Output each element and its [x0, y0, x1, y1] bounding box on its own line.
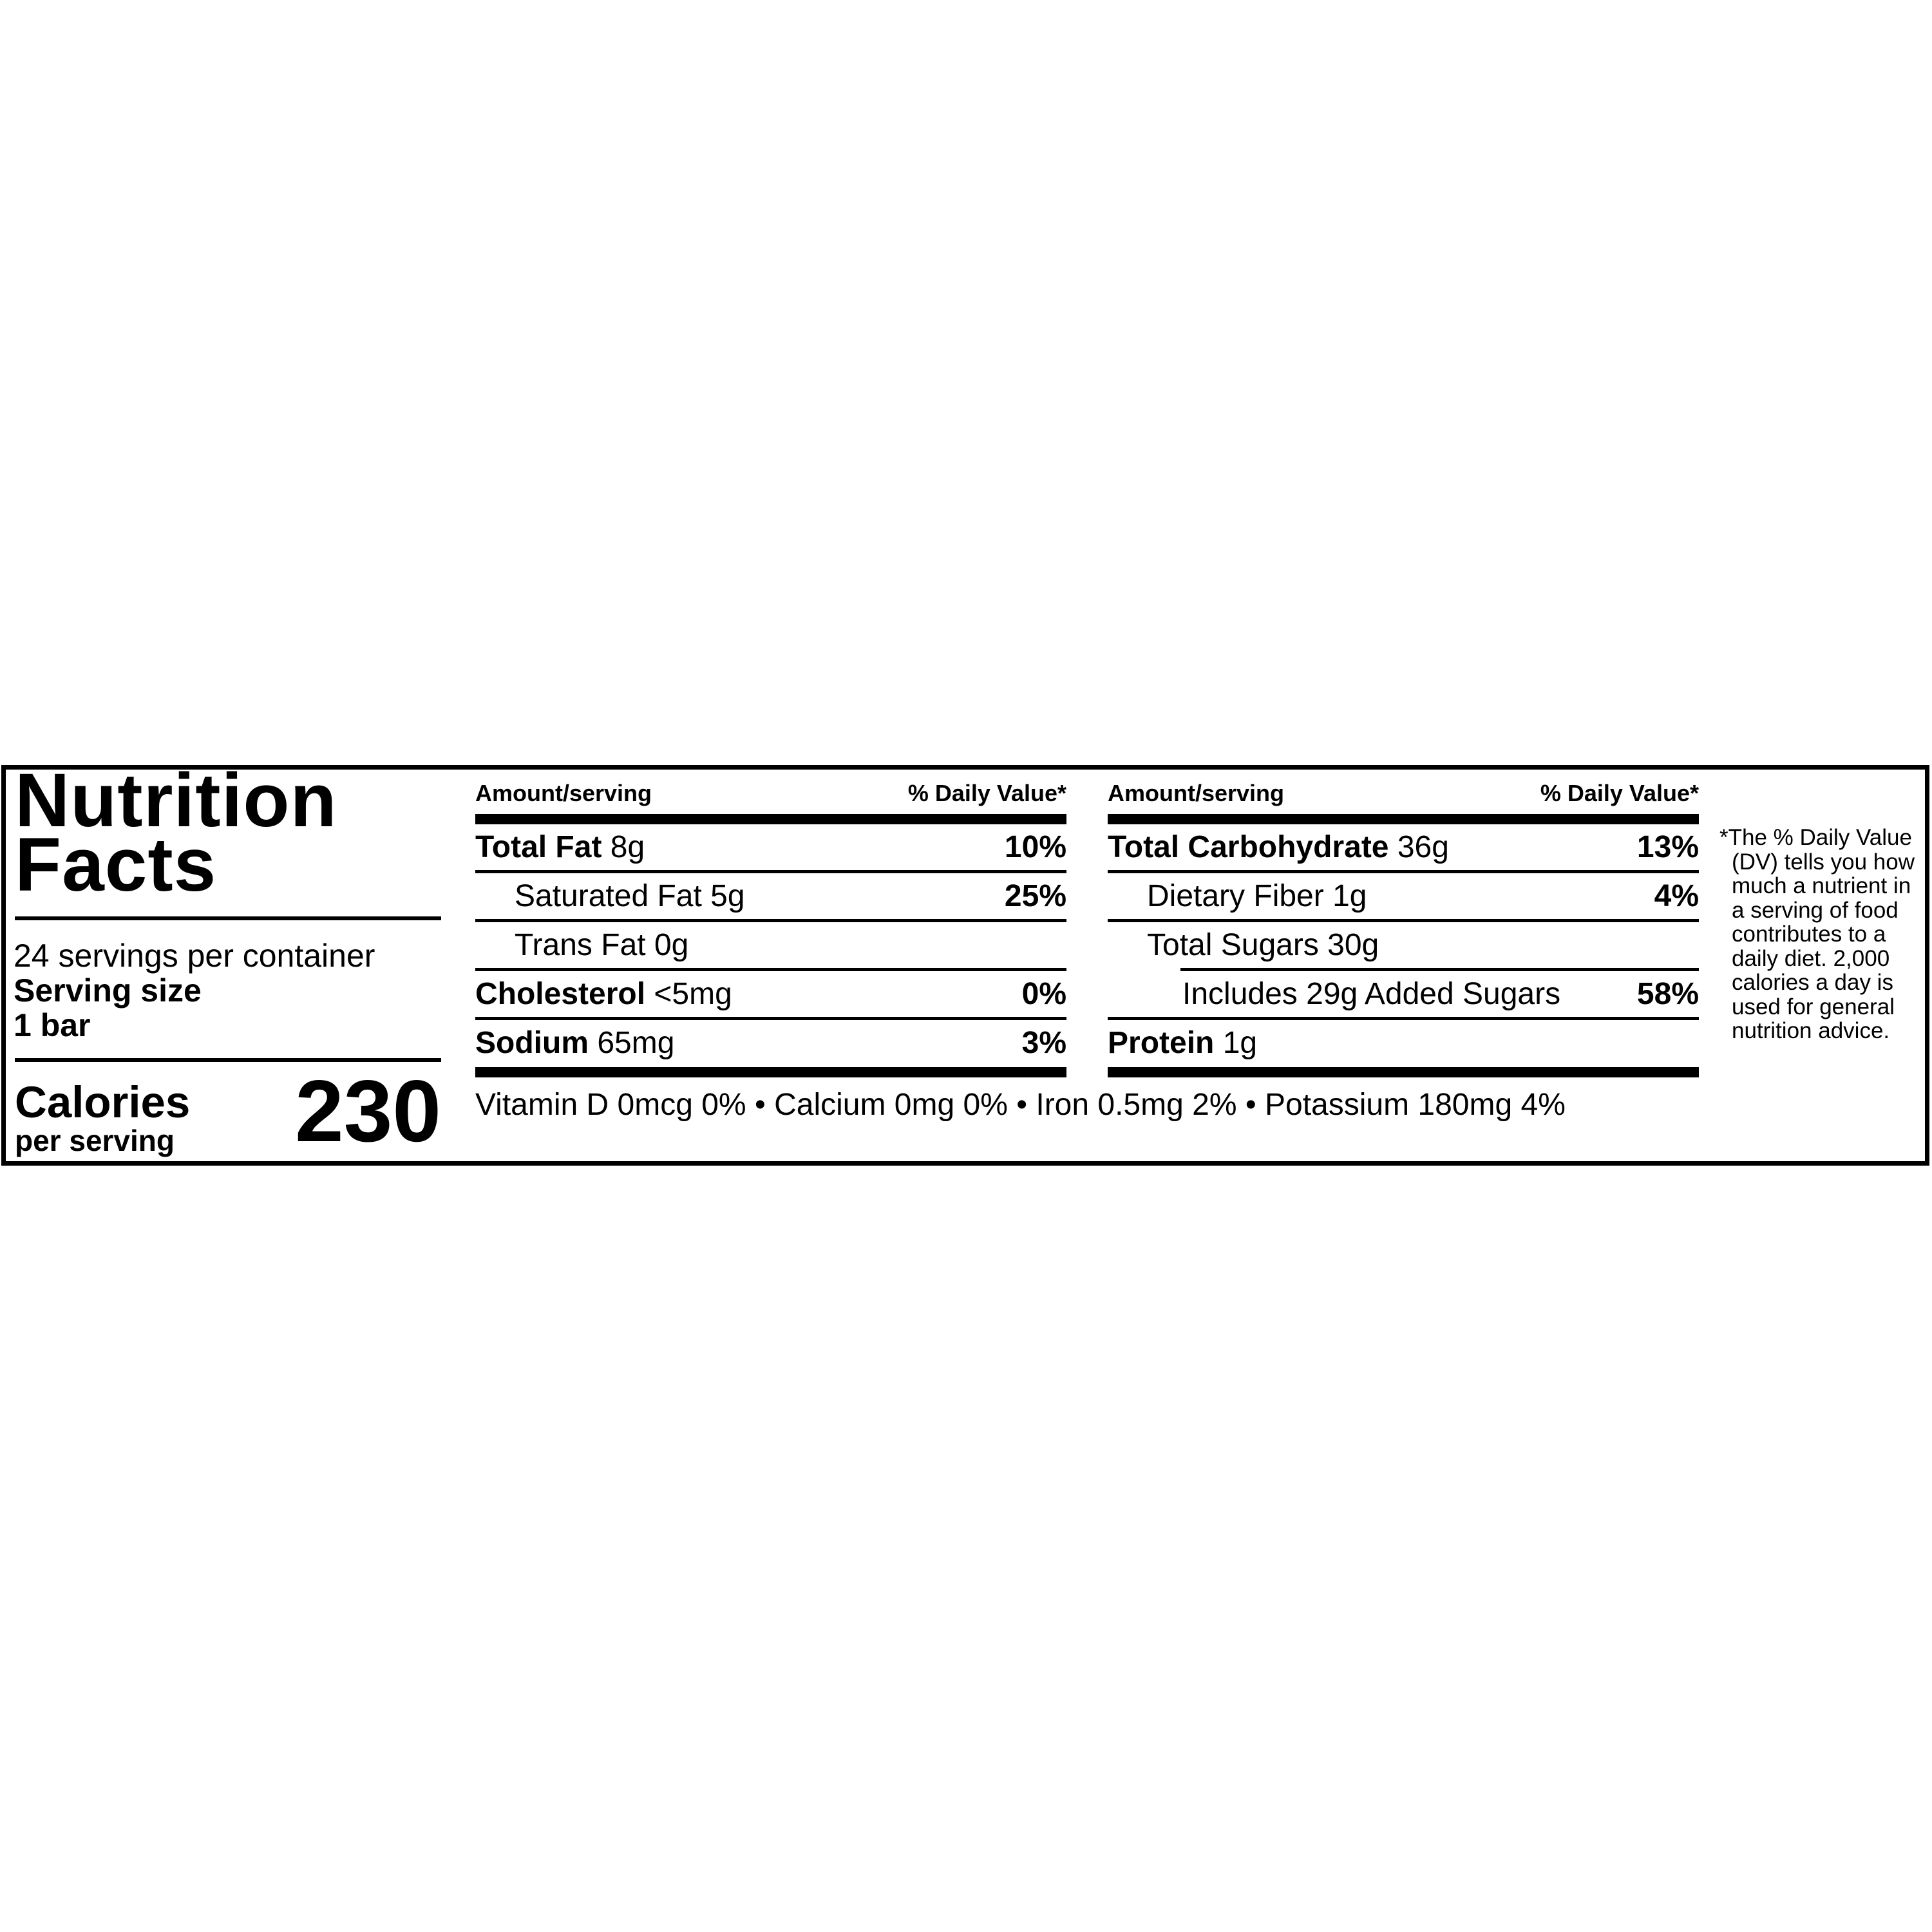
nutrient-name: Total Fat: [475, 830, 602, 864]
divider: [1180, 968, 1699, 971]
nutrient-amount: 8g: [610, 830, 645, 864]
nutrient-name: Cholesterol: [475, 977, 646, 1011]
table-row: Trans Fat 0g: [475, 922, 1066, 968]
nutrient-name: Includes 29g Added Sugars: [1182, 977, 1561, 1011]
nutrient-dv: 3%: [1021, 1026, 1066, 1060]
nutrient-table-left: Amount/serving % Daily Value* Total Fat …: [475, 773, 1066, 1077]
table-row: Sodium 65mg 3%: [475, 1020, 1066, 1066]
divider: [1108, 919, 1699, 922]
nutrient-name: Dietary Fiber 1g: [1147, 879, 1367, 913]
nutrient-dv: 13%: [1636, 830, 1699, 864]
divider: [475, 968, 1066, 971]
thick-divider: [1108, 814, 1699, 824]
nutrient-name: Protein: [1108, 1026, 1215, 1060]
nutrient-name: Total Carbohydrate: [1108, 830, 1389, 864]
table-row: Includes 29g Added Sugars 58%: [1108, 971, 1699, 1017]
header-dv: % Daily Value*: [1540, 780, 1699, 806]
calories-label: Calories: [15, 1077, 191, 1127]
divider: [475, 919, 1066, 922]
nutrient-dv: 58%: [1636, 977, 1699, 1011]
thick-divider: [1108, 1067, 1699, 1077]
nutrient-dv: 4%: [1654, 879, 1699, 913]
nutrient-table-right: Amount/serving % Daily Value* Total Carb…: [1108, 773, 1699, 1077]
divider: [15, 916, 441, 920]
table-header: Amount/serving % Daily Value*: [475, 773, 1066, 814]
servings-per-container: 24 servings per container: [14, 938, 375, 974]
thick-divider: [475, 1067, 1066, 1077]
title-line-1: Nutrition: [15, 758, 337, 843]
calories-value: 230: [295, 1062, 441, 1160]
nutrient-name: Trans Fat 0g: [515, 928, 689, 962]
header-amount: Amount/serving: [475, 780, 652, 806]
nutrient-dv: 0%: [1021, 977, 1066, 1011]
divider: [475, 1017, 1066, 1020]
serving-info: 24 servings per container Serving size 1…: [14, 938, 375, 1043]
nutrient-amount: 65mg: [597, 1026, 675, 1060]
table-header: Amount/serving % Daily Value*: [1108, 773, 1699, 814]
label-title: Nutrition Facts: [15, 758, 337, 907]
header-dv: % Daily Value*: [907, 780, 1066, 806]
table-row: Protein 1g: [1108, 1020, 1699, 1066]
serving-size-label: Serving size: [14, 972, 202, 1009]
divider: [1108, 870, 1699, 873]
table-row: Total Carbohydrate 36g 13%: [1108, 824, 1699, 870]
divider: [15, 1058, 441, 1062]
table-row: Total Sugars 30g: [1108, 922, 1699, 968]
divider: [1108, 1017, 1699, 1020]
serving-size-value: 1 bar: [14, 1007, 91, 1043]
nutrition-facts-label: [1, 765, 1929, 1166]
nutrient-amount: <5mg: [654, 977, 732, 1011]
nutrient-name: Total Sugars 30g: [1147, 928, 1379, 962]
nutrient-dv: 10%: [1004, 830, 1066, 864]
vitamins-minerals: Vitamin D 0mcg 0% • Calcium 0mg 0% • Iro…: [475, 1088, 1566, 1122]
header-amount: Amount/serving: [1108, 780, 1285, 806]
thick-divider: [475, 814, 1066, 824]
nutrient-name: Sodium: [475, 1026, 589, 1060]
table-row: Cholesterol <5mg 0%: [475, 971, 1066, 1017]
nutrient-dv: 25%: [1004, 879, 1066, 913]
table-row: Dietary Fiber 1g 4%: [1108, 873, 1699, 919]
nutrient-name: Saturated Fat 5g: [515, 879, 745, 913]
divider: [475, 870, 1066, 873]
daily-value-footnote: *The % Daily Value (DV) tells you how mu…: [1719, 825, 1915, 1043]
nutrient-amount: 36g: [1397, 830, 1449, 864]
title-line-2: Facts: [15, 822, 217, 907]
table-row: Total Fat 8g 10%: [475, 824, 1066, 870]
nutrient-amount: 1g: [1222, 1026, 1258, 1060]
table-row: Saturated Fat 5g 25%: [475, 873, 1066, 919]
calories-sublabel: per serving: [15, 1124, 175, 1157]
